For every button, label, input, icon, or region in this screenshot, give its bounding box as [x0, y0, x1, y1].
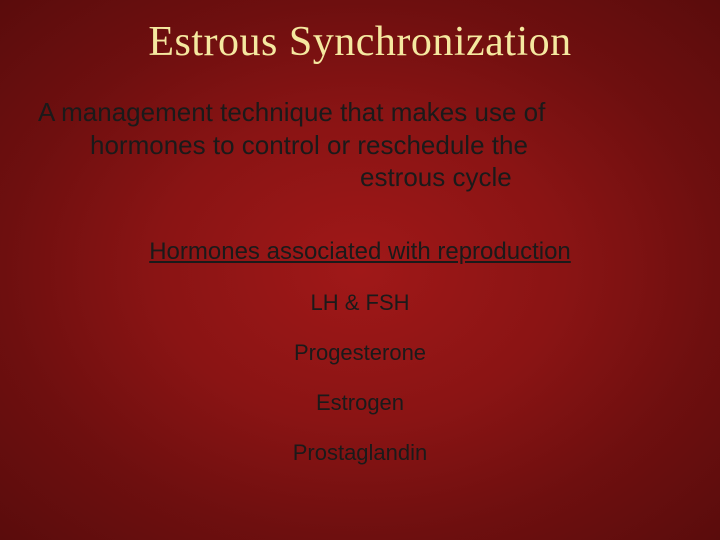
definition-block: A management technique that makes use of… [0, 66, 720, 194]
subheading: Hormones associated with reproduction [0, 238, 720, 266]
definition-line-1: A management technique that makes use of [30, 96, 690, 129]
hormone-item-2: Progesterone [0, 340, 720, 366]
hormone-item-3: Estrogen [0, 390, 720, 416]
definition-line-2: hormones to control or reschedule the [30, 129, 690, 162]
hormone-item-4: Prostaglandin [0, 440, 720, 466]
hormone-item-1: LH & FSH [0, 290, 720, 316]
definition-line-3: estrous cycle [30, 161, 690, 194]
slide: Estrous Synchronization A management tec… [0, 0, 720, 540]
slide-title: Estrous Synchronization [0, 0, 720, 66]
